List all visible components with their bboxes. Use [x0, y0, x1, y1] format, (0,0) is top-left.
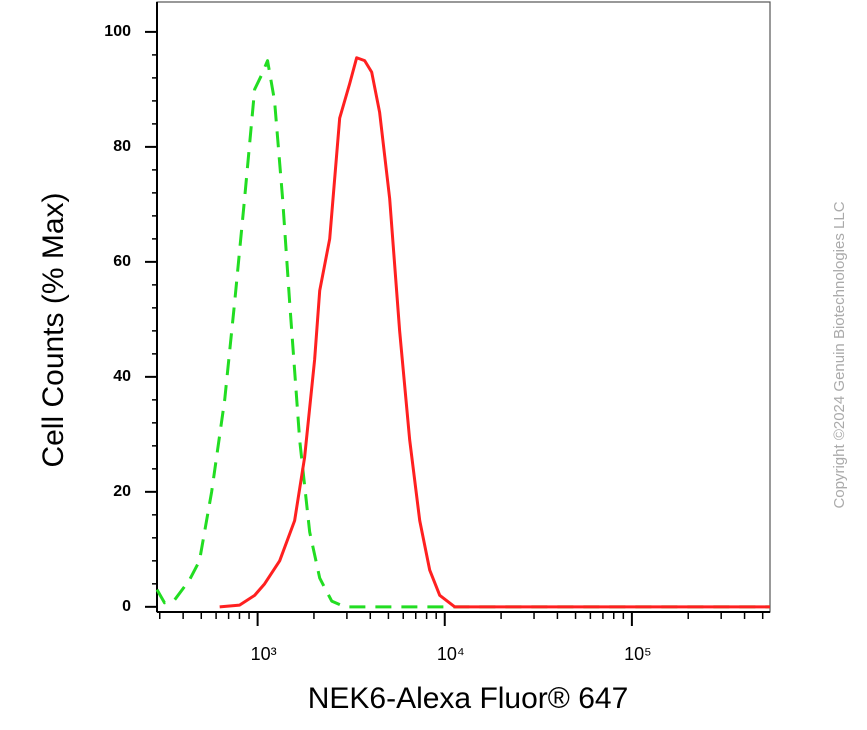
y-tick-label: 100 — [104, 23, 131, 40]
y-tick-label: 20 — [113, 483, 131, 500]
y-tick-label: 80 — [113, 138, 131, 155]
y-tick-label: 60 — [113, 253, 131, 270]
x-axis-title: NEK6-Alexa Fluor® 647 — [308, 682, 629, 715]
x-tick-label: 10³ — [251, 644, 277, 664]
y-tick-label: 40 — [113, 368, 131, 385]
histogram-line — [219, 56, 770, 609]
copyright: Copyright ©2024 Genuin Biotechnologies L… — [831, 201, 848, 508]
y-axis-title: Cell Counts (% Max) — [37, 192, 70, 467]
plot-frame — [156, 1, 771, 613]
x-tick-label: 10⁵ — [624, 644, 651, 664]
y-tick-label: 0 — [122, 598, 131, 615]
x-tick-label: 10⁴ — [437, 644, 465, 664]
histogram-line — [155, 59, 770, 609]
